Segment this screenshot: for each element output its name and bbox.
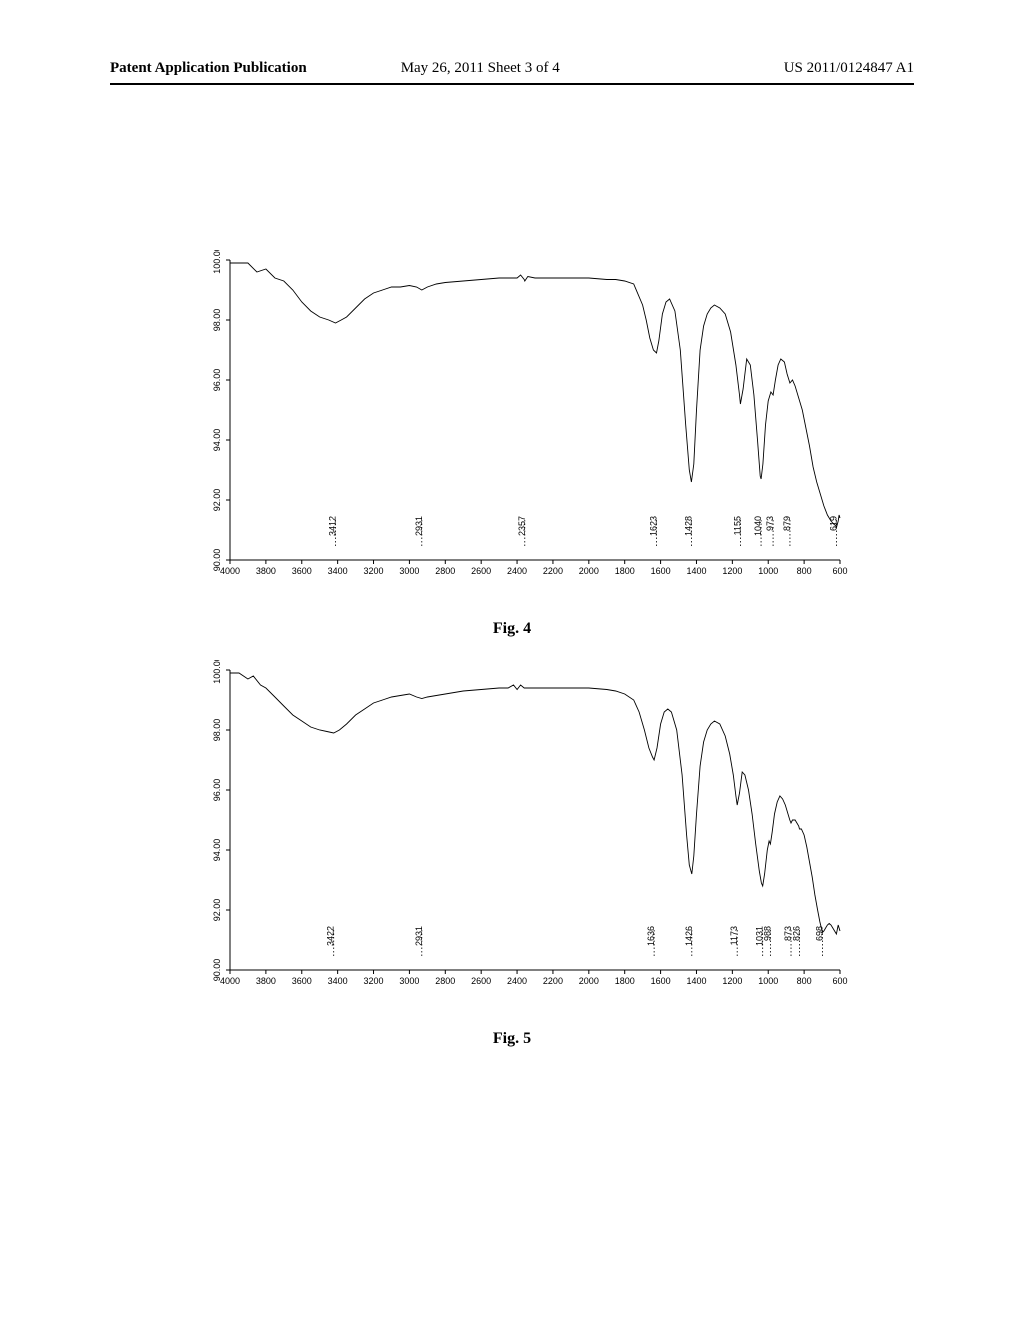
svg-text:3800: 3800 <box>256 976 276 986</box>
svg-text:1428: 1428 <box>683 516 693 536</box>
svg-text:3600: 3600 <box>292 566 312 576</box>
svg-text:3000: 3000 <box>399 566 419 576</box>
svg-text:2000: 2000 <box>579 566 599 576</box>
svg-text:2800: 2800 <box>435 976 455 986</box>
svg-text:1400: 1400 <box>686 566 706 576</box>
svg-text:2931: 2931 <box>414 516 424 536</box>
svg-text:1636: 1636 <box>646 926 656 946</box>
svg-text:2200: 2200 <box>543 566 563 576</box>
svg-text:619: 619 <box>829 516 839 531</box>
svg-text:1040: 1040 <box>753 516 763 536</box>
svg-text:1800: 1800 <box>615 566 635 576</box>
svg-text:3412: 3412 <box>327 516 337 536</box>
svg-text:100.00: 100.00 <box>212 250 222 274</box>
svg-text:800: 800 <box>797 976 812 986</box>
svg-text:1400: 1400 <box>686 976 706 986</box>
svg-text:3400: 3400 <box>328 566 348 576</box>
svg-text:698: 698 <box>814 926 824 941</box>
svg-text:3422: 3422 <box>326 926 336 946</box>
svg-text:4000: 4000 <box>220 566 240 576</box>
svg-text:2600: 2600 <box>471 566 491 576</box>
svg-text:2200: 2200 <box>543 976 563 986</box>
fig4-caption: Fig. 4 <box>0 620 1024 638</box>
svg-text:879: 879 <box>782 516 792 531</box>
svg-text:1426: 1426 <box>684 926 694 946</box>
svg-text:800: 800 <box>797 566 812 576</box>
svg-text:100.00: 100.00 <box>212 660 222 684</box>
svg-text:3400: 3400 <box>328 976 348 986</box>
svg-text:94.00: 94.00 <box>212 839 222 862</box>
svg-text:600: 600 <box>832 566 847 576</box>
svg-text:1623: 1623 <box>648 516 658 536</box>
svg-text:1155: 1155 <box>732 516 742 535</box>
page-header: Patent Application Publication May 26, 2… <box>0 60 1024 77</box>
svg-text:1000: 1000 <box>758 566 778 576</box>
svg-text:973: 973 <box>765 516 775 531</box>
svg-text:3000: 3000 <box>399 976 419 986</box>
svg-text:98.00: 98.00 <box>212 719 222 742</box>
svg-text:1800: 1800 <box>615 976 635 986</box>
svg-text:3600: 3600 <box>292 976 312 986</box>
svg-text:2931: 2931 <box>414 926 424 946</box>
svg-text:1600: 1600 <box>651 566 671 576</box>
svg-text:988: 988 <box>762 926 772 941</box>
svg-text:1200: 1200 <box>722 976 742 986</box>
fig5-chart: 100.0098.0096.0094.0092.0090.00400038003… <box>180 660 850 1000</box>
svg-text:2400: 2400 <box>507 566 527 576</box>
header-right: US 2011/0124847 A1 <box>784 60 914 77</box>
svg-text:94.00: 94.00 <box>212 429 222 452</box>
svg-text:1600: 1600 <box>651 976 671 986</box>
svg-text:98.00: 98.00 <box>212 309 222 332</box>
svg-text:1000: 1000 <box>758 976 778 986</box>
svg-text:600: 600 <box>832 976 847 986</box>
svg-text:2600: 2600 <box>471 976 491 986</box>
header-left: Patent Application Publication <box>110 60 307 76</box>
svg-text:3200: 3200 <box>364 976 384 986</box>
svg-text:96.00: 96.00 <box>212 369 222 392</box>
svg-text:1173: 1173 <box>729 926 739 945</box>
svg-text:96.00: 96.00 <box>212 779 222 802</box>
svg-text:826: 826 <box>791 926 801 941</box>
svg-text:92.00: 92.00 <box>212 899 222 922</box>
svg-text:2000: 2000 <box>579 976 599 986</box>
svg-text:92.00: 92.00 <box>212 489 222 512</box>
fig4-chart: 100.0098.0096.0094.0092.0090.00400038003… <box>180 250 850 590</box>
header-mid: May 26, 2011 Sheet 3 of 4 <box>401 60 560 77</box>
svg-text:3200: 3200 <box>364 566 384 576</box>
fig5-caption: Fig. 5 <box>0 1030 1024 1048</box>
svg-text:3800: 3800 <box>256 566 276 576</box>
svg-text:4000: 4000 <box>220 976 240 986</box>
svg-text:2800: 2800 <box>435 566 455 576</box>
svg-text:1200: 1200 <box>722 566 742 576</box>
svg-text:2400: 2400 <box>507 976 527 986</box>
svg-text:2357: 2357 <box>517 516 527 536</box>
